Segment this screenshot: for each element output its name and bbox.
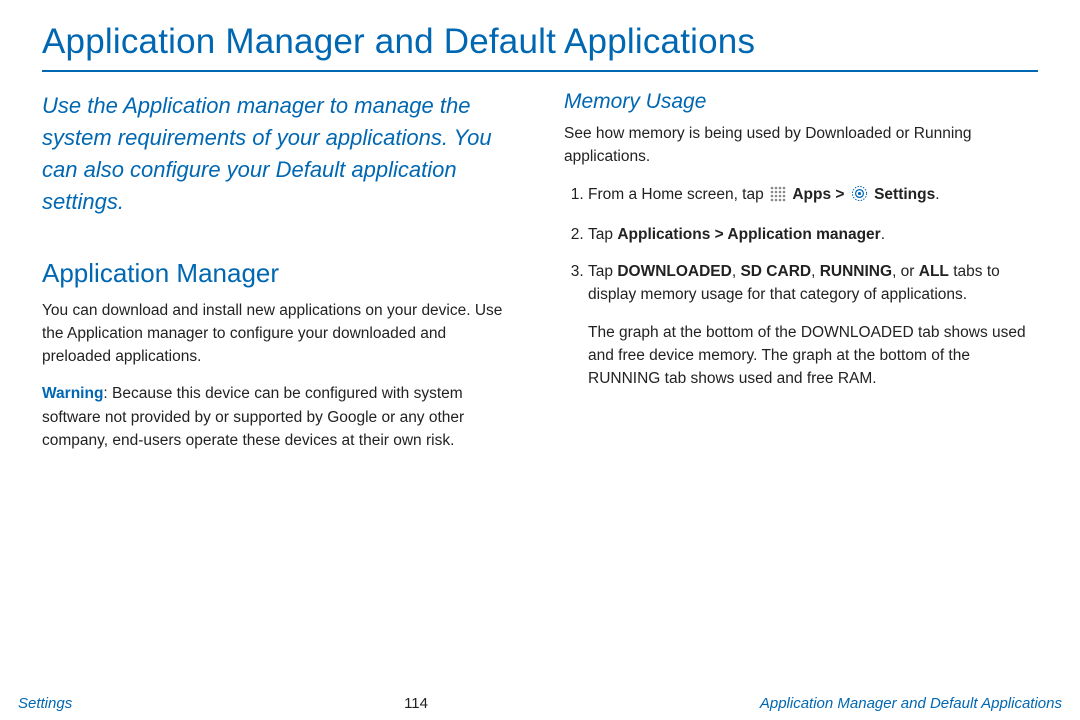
- warning-paragraph: Warning: Because this device can be conf…: [42, 382, 516, 452]
- step-2-bold: Applications > Application manager: [617, 226, 880, 243]
- app-manager-heading: Application Manager: [42, 258, 516, 289]
- step-1-gt: >: [831, 186, 849, 203]
- warning-label: Warning: [42, 385, 103, 402]
- step-1-settings-label: Settings: [874, 186, 935, 203]
- step-1: From a Home screen, tap Apps >: [588, 183, 1038, 209]
- footer-page-number: 114: [404, 695, 428, 712]
- page-title: Application Manager and Default Applicat…: [42, 22, 1038, 72]
- page-footer: Settings 114 Application Manager and Def…: [0, 692, 1080, 720]
- step-3-c3: , or: [892, 263, 919, 280]
- step-3-b1: DOWNLOADED: [617, 263, 732, 280]
- steps-list: From a Home screen, tap Apps >: [564, 183, 1038, 391]
- intro-paragraph: Use the Application manager to manage th…: [42, 90, 516, 218]
- step-3-pre: Tap: [588, 263, 617, 280]
- step-3: Tap DOWNLOADED, SD CARD, RUNNING, or ALL…: [588, 260, 1038, 390]
- memory-usage-description: See how memory is being used by Download…: [564, 122, 1038, 169]
- two-column-layout: Use the Application manager to manage th…: [42, 90, 1038, 466]
- step-3-after: The graph at the bottom of the DOWNLOADE…: [588, 321, 1038, 391]
- step-3-b3: RUNNING: [820, 263, 892, 280]
- step-1-dot: .: [935, 186, 939, 203]
- step-2: Tap Applications > Application manager.: [588, 223, 1038, 246]
- app-manager-description: You can download and install new applica…: [42, 299, 516, 369]
- apps-grid-icon: [770, 186, 786, 209]
- step-2-pre: Tap: [588, 226, 617, 243]
- step-1-pre: From a Home screen, tap: [588, 186, 768, 203]
- left-column: Use the Application manager to manage th…: [42, 90, 516, 466]
- memory-usage-heading: Memory Usage: [564, 90, 1038, 114]
- right-column: Memory Usage See how memory is being use…: [564, 90, 1038, 466]
- step-3-b4: ALL: [919, 263, 949, 280]
- step-1-apps-label: Apps: [792, 186, 831, 203]
- step-3-b2: SD CARD: [740, 263, 811, 280]
- document-page: Application Manager and Default Applicat…: [0, 0, 1080, 466]
- step-3-c2: ,: [811, 263, 820, 280]
- step-2-dot: .: [881, 226, 885, 243]
- warning-text: : Because this device can be configured …: [42, 385, 464, 449]
- settings-gear-icon: [851, 185, 868, 209]
- footer-right: Application Manager and Default Applicat…: [760, 695, 1062, 712]
- footer-left: Settings: [18, 695, 72, 712]
